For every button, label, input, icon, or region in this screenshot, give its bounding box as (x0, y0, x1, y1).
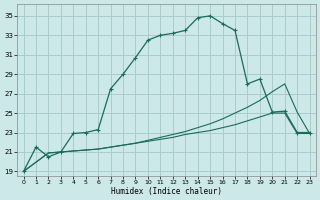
X-axis label: Humidex (Indice chaleur): Humidex (Indice chaleur) (111, 187, 222, 196)
